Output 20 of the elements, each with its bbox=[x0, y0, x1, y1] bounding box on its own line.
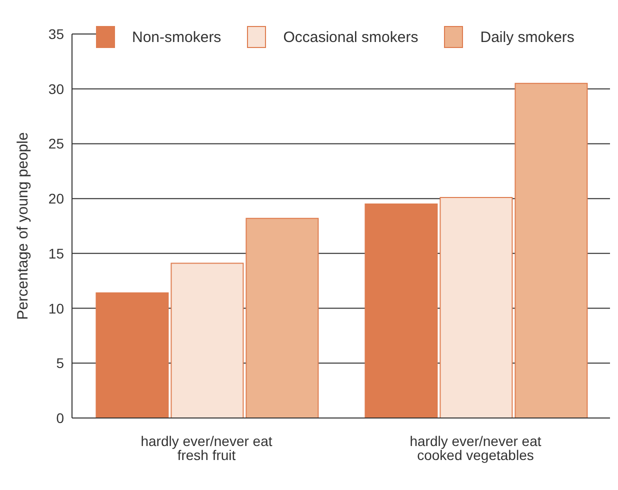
legend-label: Non-smokers bbox=[132, 28, 222, 46]
y-tick-label: 5 bbox=[56, 355, 64, 372]
bar bbox=[514, 82, 588, 418]
y-tick-label: 20 bbox=[48, 190, 64, 207]
y-tick-label: 35 bbox=[48, 26, 64, 42]
y-tick-label: 25 bbox=[48, 136, 64, 152]
bar bbox=[96, 292, 169, 418]
y-tick-label: 0 bbox=[56, 410, 64, 426]
y-tick-label: 15 bbox=[48, 245, 64, 262]
x-tick-label: hardly ever/never eat fresh fruit bbox=[140, 432, 272, 463]
x-tick-label: hardly ever/never eat cooked vegetables bbox=[410, 432, 542, 463]
legend-label: Occasional smokers bbox=[283, 28, 418, 46]
y-axis-title: Percentage of young people bbox=[14, 132, 32, 320]
bar bbox=[440, 196, 513, 418]
legend-label: Daily smokers bbox=[480, 28, 574, 46]
y-tick-label: 10 bbox=[48, 300, 64, 316]
bar bbox=[246, 218, 319, 418]
bar bbox=[364, 204, 438, 418]
bar bbox=[170, 262, 244, 418]
y-tick-label: 30 bbox=[48, 80, 64, 97]
